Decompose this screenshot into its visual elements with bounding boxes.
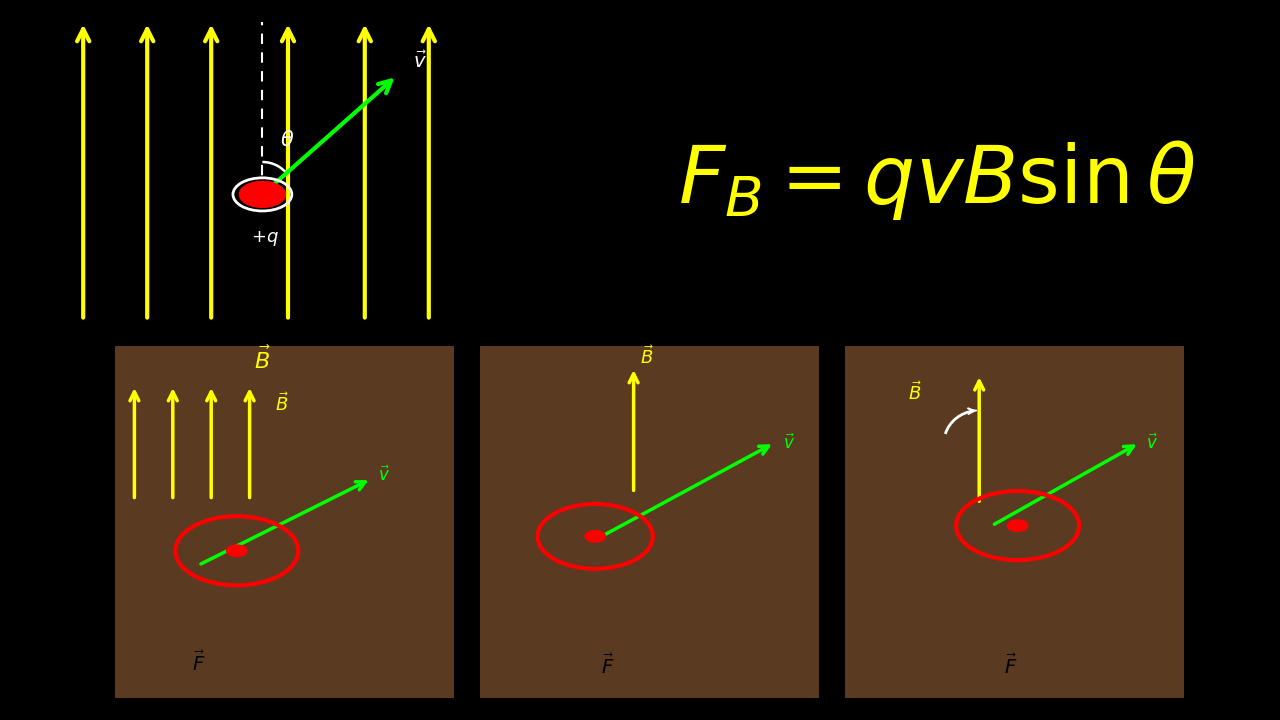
Text: $\vec{F}$: $\vec{F}$ <box>1005 654 1018 678</box>
Text: $\vec{B}$: $\vec{B}$ <box>253 346 271 373</box>
Circle shape <box>227 545 247 557</box>
Circle shape <box>585 531 605 542</box>
Text: $\vec{F}$: $\vec{F}$ <box>192 650 205 675</box>
Bar <box>845 346 1184 698</box>
Circle shape <box>1007 520 1028 531</box>
Text: $\vec{B}$: $\vec{B}$ <box>640 345 654 368</box>
Text: $\vec{v}$: $\vec{v}$ <box>783 433 795 453</box>
Bar <box>115 346 454 698</box>
Bar <box>480 346 819 698</box>
Text: $\vec{v}$: $\vec{v}$ <box>413 50 428 72</box>
Text: $F_B = qvB\sin\theta$: $F_B = qvB\sin\theta$ <box>678 138 1197 222</box>
Text: $\vec{v}$: $\vec{v}$ <box>378 465 389 485</box>
Text: $+q$: $+q$ <box>251 229 279 248</box>
Text: $\theta$: $\theta$ <box>280 130 294 150</box>
Text: $\vec{F}$: $\vec{F}$ <box>602 654 614 678</box>
Text: $\vec{v}$: $\vec{v}$ <box>1146 433 1157 453</box>
Text: $\vec{B}$: $\vec{B}$ <box>908 381 922 404</box>
Text: $\vec{B}$: $\vec{B}$ <box>275 392 289 415</box>
Circle shape <box>239 181 285 207</box>
